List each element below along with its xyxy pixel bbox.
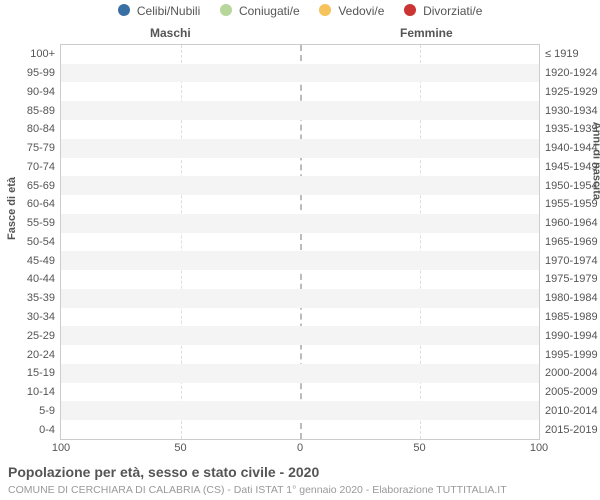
birth-year-label: 1975-1979 xyxy=(539,273,599,285)
legend-swatch-celibi xyxy=(118,4,130,16)
row-stripe xyxy=(61,139,539,158)
birth-year-label: 1960-1964 xyxy=(539,217,599,229)
birth-year-label: 1950-1954 xyxy=(539,180,599,192)
birth-year-label: 1995-1999 xyxy=(539,349,599,361)
row-stripe xyxy=(61,289,539,308)
male-header: Maschi xyxy=(150,26,191,40)
age-label: 75-79 xyxy=(5,142,61,154)
birth-year-label: 1940-1944 xyxy=(539,142,599,154)
age-label: 85-89 xyxy=(5,105,61,117)
legend-label: Vedovi/e xyxy=(338,4,384,18)
birth-year-label: 2015-2019 xyxy=(539,424,599,436)
legend-label: Celibi/Nubili xyxy=(137,4,200,18)
birth-year-label: 1990-1994 xyxy=(539,330,599,342)
age-label: 70-74 xyxy=(5,161,61,173)
birth-year-label: 1955-1959 xyxy=(539,198,599,210)
row-stripe xyxy=(61,214,539,233)
row-stripe xyxy=(61,251,539,270)
birth-year-label: 1935-1939 xyxy=(539,123,599,135)
legend-item-divorziati: Divorziati/e xyxy=(404,4,483,18)
birth-year-label: 1980-1984 xyxy=(539,292,599,304)
legend-label: Divorziati/e xyxy=(423,4,482,18)
age-row: 5-92010-2014 xyxy=(61,401,539,420)
age-label: 90-94 xyxy=(5,86,61,98)
xtick: 100 xyxy=(530,439,548,454)
chart-title: Popolazione per età, sesso e stato civil… xyxy=(8,464,319,480)
row-stripe xyxy=(61,364,539,383)
birth-year-label: 1985-1989 xyxy=(539,311,599,323)
row-stripe xyxy=(61,64,539,83)
age-label: 25-29 xyxy=(5,330,61,342)
age-row: 75-791940-1944 xyxy=(61,139,539,158)
legend: Celibi/Nubili Coniugati/e Vedovi/e Divor… xyxy=(0,4,600,18)
xtick: 0 xyxy=(297,439,303,454)
population-pyramid-chart: Celibi/Nubili Coniugati/e Vedovi/e Divor… xyxy=(0,0,600,500)
age-row: 45-491970-1974 xyxy=(61,251,539,270)
age-row: 100+≤ 1919 xyxy=(61,45,539,64)
row-stripe xyxy=(61,326,539,345)
age-label: 45-49 xyxy=(5,255,61,267)
age-row: 20-241995-1999 xyxy=(61,345,539,364)
age-label: 15-19 xyxy=(5,367,61,379)
rows-container: 0-42015-20195-92010-201410-142005-200915… xyxy=(61,45,539,439)
age-label: 50-54 xyxy=(5,236,61,248)
age-row: 60-641955-1959 xyxy=(61,195,539,214)
legend-swatch-divorziati xyxy=(404,4,416,16)
age-label: 30-34 xyxy=(5,311,61,323)
birth-year-label: 2000-2004 xyxy=(539,367,599,379)
row-stripe xyxy=(61,176,539,195)
age-label: 10-14 xyxy=(5,386,61,398)
birth-year-label: 1965-1969 xyxy=(539,236,599,248)
age-row: 50-541965-1969 xyxy=(61,233,539,252)
birth-year-label: 1930-1934 xyxy=(539,105,599,117)
age-row: 0-42015-2019 xyxy=(61,420,539,439)
birth-year-label: 1945-1949 xyxy=(539,161,599,173)
row-stripe xyxy=(61,401,539,420)
age-row: 30-341985-1989 xyxy=(61,308,539,327)
age-row: 15-192000-2004 xyxy=(61,364,539,383)
age-label: 80-84 xyxy=(5,123,61,135)
age-row: 70-741945-1949 xyxy=(61,158,539,177)
xtick: 100 xyxy=(52,439,70,454)
legend-item-coniugati: Coniugati/e xyxy=(220,4,300,18)
age-label: 95-99 xyxy=(5,67,61,79)
birth-year-label: ≤ 1919 xyxy=(539,48,599,60)
birth-year-label: 1925-1929 xyxy=(539,86,599,98)
age-label: 0-4 xyxy=(5,424,61,436)
plot-area: 0-42015-20195-92010-201410-142005-200915… xyxy=(60,44,540,440)
female-header: Femmine xyxy=(400,26,453,40)
birth-year-label: 2005-2009 xyxy=(539,386,599,398)
age-label: 35-39 xyxy=(5,292,61,304)
age-label: 100+ xyxy=(5,48,61,60)
legend-item-vedovi: Vedovi/e xyxy=(319,4,384,18)
legend-swatch-coniugati xyxy=(220,4,232,16)
xtick: 50 xyxy=(413,439,425,454)
age-row: 55-591960-1964 xyxy=(61,214,539,233)
age-label: 5-9 xyxy=(5,405,61,417)
age-label: 65-69 xyxy=(5,180,61,192)
age-label: 20-24 xyxy=(5,349,61,361)
xtick: 50 xyxy=(174,439,186,454)
row-stripe xyxy=(61,101,539,120)
legend-item-celibi: Celibi/Nubili xyxy=(118,4,201,18)
age-row: 85-891930-1934 xyxy=(61,101,539,120)
age-row: 95-991920-1924 xyxy=(61,64,539,83)
age-row: 90-941925-1929 xyxy=(61,82,539,101)
age-label: 55-59 xyxy=(5,217,61,229)
age-row: 80-841935-1939 xyxy=(61,120,539,139)
birth-year-label: 2010-2014 xyxy=(539,405,599,417)
age-label: 60-64 xyxy=(5,198,61,210)
legend-swatch-vedovi xyxy=(319,4,331,16)
age-row: 10-142005-2009 xyxy=(61,383,539,402)
birth-year-label: 1970-1974 xyxy=(539,255,599,267)
age-row: 35-391980-1984 xyxy=(61,289,539,308)
age-row: 65-691950-1954 xyxy=(61,176,539,195)
chart-subtitle: COMUNE DI CERCHIARA DI CALABRIA (CS) - D… xyxy=(8,484,507,496)
age-label: 40-44 xyxy=(5,273,61,285)
age-row: 40-441975-1979 xyxy=(61,270,539,289)
birth-year-label: 1920-1924 xyxy=(539,67,599,79)
legend-label: Coniugati/e xyxy=(239,4,300,18)
age-row: 25-291990-1994 xyxy=(61,326,539,345)
